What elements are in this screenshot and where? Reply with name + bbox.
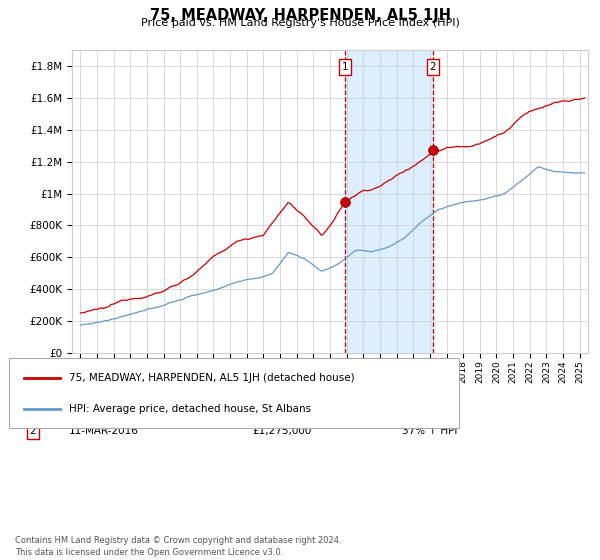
Text: Contains HM Land Registry data © Crown copyright and database right 2024.
This d: Contains HM Land Registry data © Crown c…: [15, 536, 341, 557]
Bar: [346, 50, 433, 353]
Text: 37% ↑ HPI: 37% ↑ HPI: [402, 426, 457, 436]
Text: 47% ↑ HPI: 47% ↑ HPI: [402, 384, 457, 394]
Point: [341, 197, 350, 206]
Text: HPI: Average price, detached house, St Albans: HPI: Average price, detached house, St A…: [69, 404, 311, 414]
Text: £1,275,000: £1,275,000: [252, 426, 311, 436]
Point: [428, 146, 438, 155]
Text: £950,000: £950,000: [252, 384, 301, 394]
Text: 75, MEADWAY, HARPENDEN, AL5 1JH (detached house): 75, MEADWAY, HARPENDEN, AL5 1JH (detache…: [69, 373, 355, 383]
Text: 1: 1: [342, 62, 349, 72]
Text: 2: 2: [430, 62, 436, 72]
Text: 2: 2: [29, 426, 37, 436]
Text: Price paid vs. HM Land Registry's House Price Index (HPI): Price paid vs. HM Land Registry's House …: [140, 18, 460, 29]
Text: 1: 1: [29, 384, 37, 394]
Text: 75, MEADWAY, HARPENDEN, AL5 1JH: 75, MEADWAY, HARPENDEN, AL5 1JH: [149, 8, 451, 24]
Text: 11-MAR-2016: 11-MAR-2016: [69, 426, 139, 436]
Text: 03-DEC-2010: 03-DEC-2010: [69, 384, 138, 394]
